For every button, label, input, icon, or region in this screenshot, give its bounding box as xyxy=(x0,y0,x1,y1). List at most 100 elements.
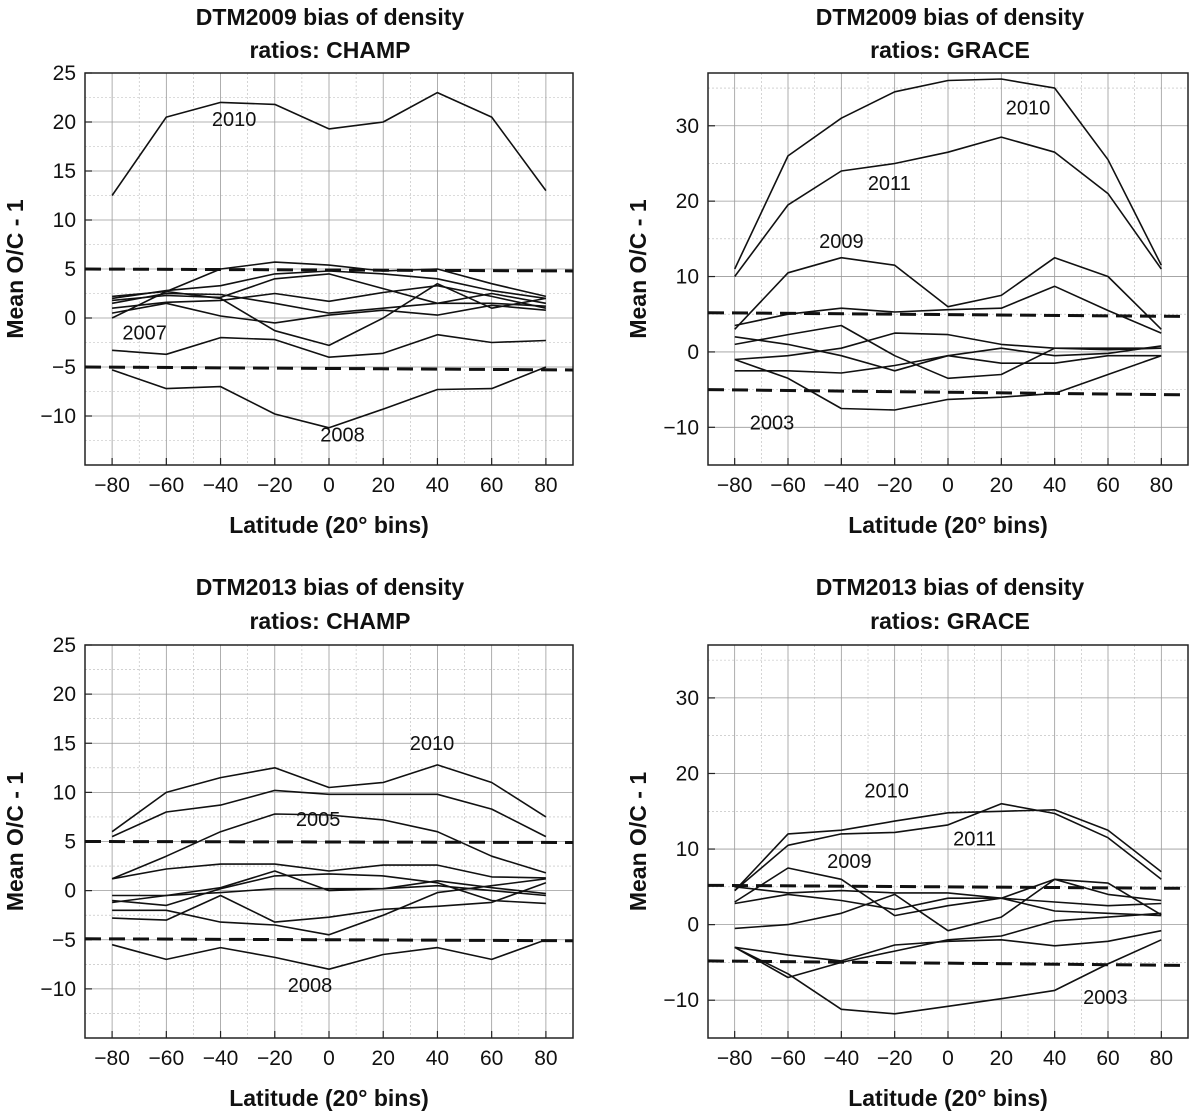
series-line-s7 xyxy=(111,870,546,904)
y-tick-label: −10 xyxy=(663,989,699,1012)
x-tick-label: 60 xyxy=(1096,1047,1119,1070)
x-axis-label: Latitude (20° bins) xyxy=(229,1085,429,1111)
chart-title-line-2: ratios: GRACE xyxy=(870,37,1030,63)
chart-title-line-2: ratios: CHAMP xyxy=(249,608,410,634)
y-tick-label: 10 xyxy=(53,209,76,232)
x-tick-label: −60 xyxy=(770,474,806,497)
series-line-s6 xyxy=(734,878,1162,932)
series-line-s4 xyxy=(111,863,546,880)
y-tick-label: 5 xyxy=(64,831,76,854)
series-line-2009 xyxy=(734,867,1162,917)
y-tick-label: −10 xyxy=(663,416,699,439)
x-tick-label: −80 xyxy=(717,474,753,497)
y-tick-label: 20 xyxy=(53,683,76,706)
y-tick-label: 10 xyxy=(53,781,76,804)
series-annotation-2005: 2005 xyxy=(296,809,341,831)
series-line-s7 xyxy=(734,912,1162,979)
x-tick-label: 0 xyxy=(942,1047,954,1070)
x-tick-label: 0 xyxy=(323,474,335,497)
upper-bound-line xyxy=(707,311,1189,318)
x-tick-label: 20 xyxy=(372,1047,395,1070)
series-annotation-2008: 2008 xyxy=(288,975,333,997)
x-tick-label: −60 xyxy=(149,1047,185,1070)
series-annotation-2010: 2010 xyxy=(410,733,455,755)
series-line-2010 xyxy=(111,91,547,196)
series-annotation-2007: 2007 xyxy=(122,323,167,345)
x-tick-label: 80 xyxy=(534,474,557,497)
series-line-2010 xyxy=(111,764,547,833)
series-line-2008 xyxy=(111,939,547,971)
series-line-2005 xyxy=(111,813,547,880)
x-tick-label: 80 xyxy=(1150,474,1173,497)
y-tick-label: −5 xyxy=(52,356,76,379)
upper-bound-line xyxy=(84,840,574,844)
series-line-2010 xyxy=(733,78,1163,270)
series-line-2007 xyxy=(112,333,546,359)
x-tick-label: 40 xyxy=(1043,1047,1066,1070)
series-line-s5 xyxy=(734,324,1162,380)
series-line-s6 xyxy=(734,332,1162,361)
x-tick-label: 20 xyxy=(990,1047,1013,1070)
series-line-s9 xyxy=(112,878,547,936)
y-tick-label: −10 xyxy=(40,978,76,1001)
x-tick-label: 0 xyxy=(323,1047,335,1070)
series-annotation-2003: 2003 xyxy=(750,413,795,435)
x-tick-label: −60 xyxy=(149,474,185,497)
series-line-s5 xyxy=(112,284,547,309)
x-axis-label: Latitude (20° bins) xyxy=(848,1085,1048,1111)
chart-title-line-1: DTM2009 bias of density xyxy=(816,4,1085,30)
y-tick-label: 20 xyxy=(676,762,699,785)
y-tick-label: 20 xyxy=(53,111,76,134)
series-line-2011 xyxy=(734,136,1162,277)
x-tick-label: −80 xyxy=(94,474,130,497)
series-line-s6 xyxy=(111,302,546,324)
y-tick-label: 25 xyxy=(53,634,76,657)
y-tick-label: 5 xyxy=(64,258,76,281)
x-tick-label: −20 xyxy=(257,474,293,497)
x-tick-label: −40 xyxy=(203,1047,239,1070)
chart-title-line-1: DTM2013 bias of density xyxy=(816,574,1085,600)
lower-bound-line xyxy=(84,365,574,372)
x-tick-label: −80 xyxy=(717,1047,753,1070)
series-line-s7 xyxy=(111,282,547,347)
x-tick-label: 20 xyxy=(372,474,395,497)
series-annotation-2011: 2011 xyxy=(953,828,996,850)
series-line-s5 xyxy=(734,893,1162,917)
y-tick-label: 15 xyxy=(53,160,76,183)
y-axis-label: Mean O/C - 1 xyxy=(625,199,651,339)
y-tick-label: 0 xyxy=(687,341,699,364)
chart-title-line-2: ratios: CHAMP xyxy=(249,37,410,63)
x-tick-label: 60 xyxy=(480,1047,503,1070)
x-axis-label: Latitude (20° bins) xyxy=(229,512,429,538)
series-line-s5 xyxy=(112,884,546,897)
x-tick-label: −40 xyxy=(824,1047,860,1070)
series-line-s8 xyxy=(734,929,1162,962)
x-tick-label: −20 xyxy=(877,1047,913,1070)
chart-title-line-1: DTM2013 bias of density xyxy=(196,574,465,600)
series-annotation-2009: 2009 xyxy=(827,851,872,873)
chart-title-line-2: ratios: GRACE xyxy=(870,608,1030,634)
x-tick-label: −40 xyxy=(824,474,860,497)
x-tick-label: −80 xyxy=(94,1047,130,1070)
x-tick-label: −40 xyxy=(203,474,239,497)
y-tick-label: 30 xyxy=(676,115,699,138)
series-annotation-2010: 2010 xyxy=(864,781,909,803)
y-axis-label: Mean O/C - 1 xyxy=(2,772,28,912)
series-annotation-2009: 2009 xyxy=(819,231,864,253)
x-tick-label: −60 xyxy=(770,1047,806,1070)
series-line-2010 xyxy=(734,808,1162,892)
x-tick-label: −20 xyxy=(257,1047,293,1070)
y-tick-label: 15 xyxy=(53,732,76,755)
x-tick-label: 40 xyxy=(426,474,449,497)
y-tick-label: 10 xyxy=(676,266,699,289)
x-tick-label: 40 xyxy=(1043,474,1066,497)
series-line-s4 xyxy=(734,886,1162,907)
lower-bound-line xyxy=(707,388,1189,397)
x-tick-label: 0 xyxy=(942,474,954,497)
series-line-s3 xyxy=(111,270,547,300)
series-line-s4 xyxy=(734,285,1162,334)
x-tick-label: 60 xyxy=(480,474,503,497)
x-tick-label: 80 xyxy=(1150,1047,1173,1070)
